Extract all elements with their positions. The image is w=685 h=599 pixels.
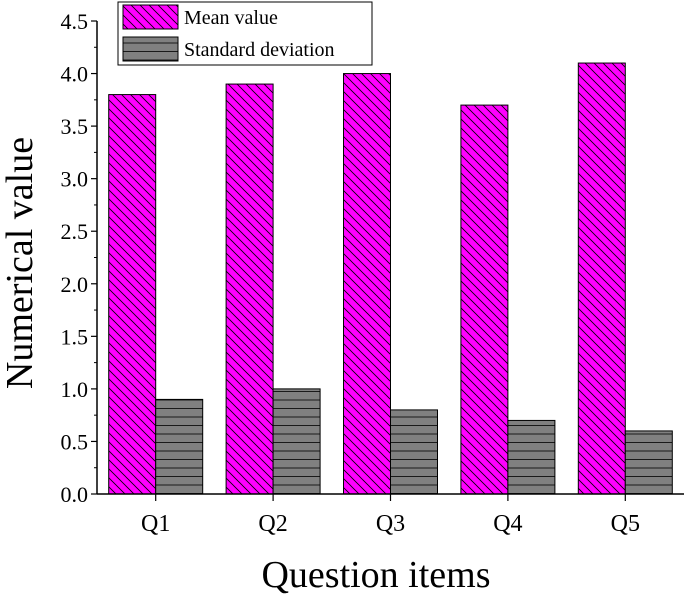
- bar-mean-q2: [225, 83, 274, 495]
- y-tick-label: 1.0: [61, 377, 89, 402]
- x-tick-label-q2: Q2: [258, 511, 287, 537]
- legend-swatch-sd: [122, 36, 179, 62]
- bar-mean-q1: [108, 94, 157, 495]
- x-tick-label-q1: Q1: [141, 511, 170, 537]
- bar-mean-q5: [577, 62, 626, 495]
- y-tick-label: 2.0: [61, 272, 89, 297]
- x-tick-label-q4: Q4: [493, 511, 522, 537]
- bar-sd-q5: [624, 430, 673, 495]
- y-tick-label: 4.5: [61, 9, 89, 34]
- legend: Mean value Standard deviation: [117, 1, 373, 66]
- legend-swatch-mean: [122, 4, 179, 30]
- bar-mean-q3: [343, 73, 391, 495]
- y-axis-title: Numerical value: [0, 137, 41, 389]
- bar-sd-q4: [507, 419, 556, 495]
- y-tick-label: 1.5: [61, 324, 89, 349]
- bar-sd-q2: [272, 388, 321, 495]
- legend-label-sd: Standard deviation: [184, 39, 335, 61]
- legend-label-mean: Mean value: [184, 7, 278, 29]
- y-tick-label: 3.0: [61, 167, 89, 192]
- bar-sd-q1: [155, 398, 204, 495]
- x-axis-title: Question items: [261, 554, 490, 594]
- x-tick-label-q5: Q5: [611, 511, 640, 537]
- y-tick-label: 4.0: [61, 62, 89, 87]
- bar-sd-q3: [390, 409, 438, 495]
- y-tick-label: 2.5: [61, 219, 89, 244]
- y-tick-label: 0.0: [61, 482, 89, 507]
- x-tick-label-q3: Q3: [376, 511, 405, 537]
- bar-mean-q4: [460, 104, 509, 495]
- y-tick-label: 3.5: [61, 114, 89, 139]
- y-tick-label: 0.5: [61, 429, 89, 454]
